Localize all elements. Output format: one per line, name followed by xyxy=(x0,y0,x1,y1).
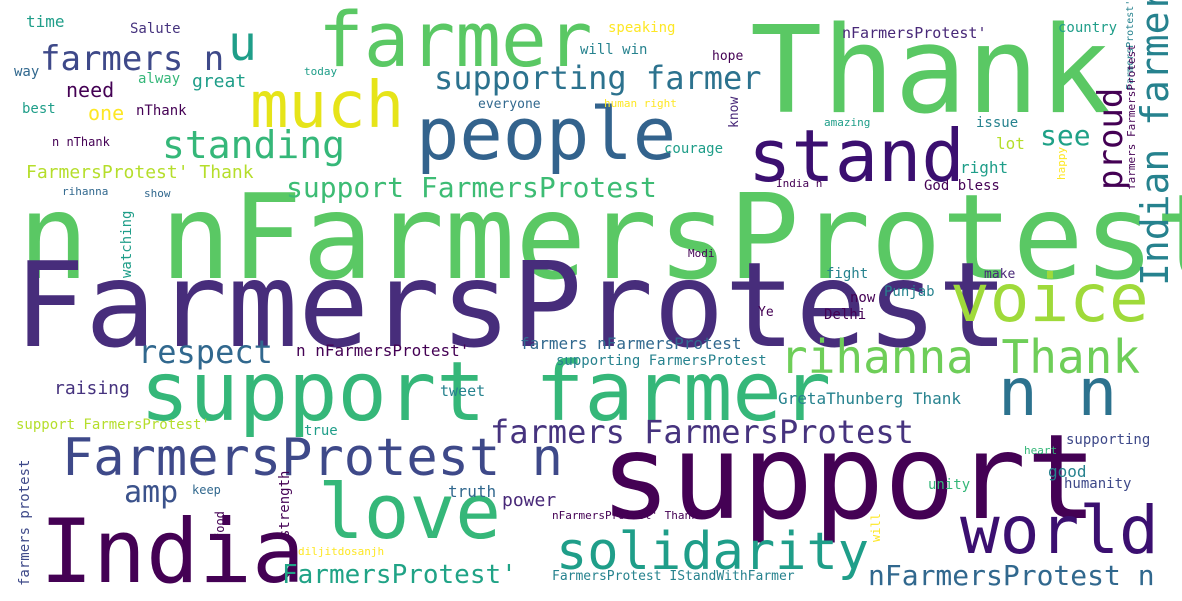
word-supporting-farmer: supporting farmer xyxy=(434,59,762,97)
word-will: will xyxy=(869,513,883,542)
word-modi: Modi xyxy=(688,247,715,260)
word-make: make xyxy=(984,267,1016,282)
word-good: good xyxy=(1048,462,1087,481)
word-one: one xyxy=(88,101,125,125)
word-diljitdosanjh: diljitdosanjh xyxy=(298,545,385,558)
word-farmersprotest: FarmersProtest xyxy=(14,236,1009,374)
word-will-win: will win xyxy=(580,42,648,58)
word-true: true xyxy=(304,423,338,439)
word-watching: watching xyxy=(119,210,135,278)
word-support-farmersprotest-quote: support FarmersProtest' xyxy=(16,417,210,433)
word-keep: keep xyxy=(192,483,221,497)
word-stand: stand xyxy=(748,114,965,198)
word-today: today xyxy=(304,65,338,78)
word-farmersprotest-istandwithfarmer: FarmersProtest IStandWithFarmer xyxy=(552,569,795,584)
word-happy: happy xyxy=(1055,146,1068,180)
word-farmer: farmer xyxy=(318,0,593,84)
word-strength: strength xyxy=(277,470,293,538)
word-rihanna: rihanna xyxy=(62,185,109,198)
word-n-nthank: n nThank xyxy=(52,135,110,149)
word-know: know xyxy=(727,96,742,128)
word-everyone: everyone xyxy=(478,97,541,112)
word-farmersprotest-thank: FarmersProtest' Thank xyxy=(26,162,254,183)
word-nthank: nThank xyxy=(136,103,187,119)
word-truth: truth xyxy=(448,482,497,501)
word-n-n: n n xyxy=(998,354,1118,431)
word-show: show xyxy=(144,187,171,200)
word-farmers-farmersprotest: farmers FarmersProtest xyxy=(490,413,914,451)
word-thank: Thank xyxy=(750,2,1112,141)
word-now: now xyxy=(850,290,876,306)
word-nfarmersprotest-quote-thank: nFarmersProtest' Thank xyxy=(552,509,698,522)
word-power: power xyxy=(502,490,557,511)
word-need: need xyxy=(66,78,115,102)
word-support: support xyxy=(600,408,1098,546)
word-lot: lot xyxy=(996,134,1025,153)
word-nfarmersprotest-quote: nFarmersProtest' xyxy=(842,24,987,42)
word-alway: alway xyxy=(138,71,181,87)
word-issue: issue xyxy=(976,115,1019,131)
word-voice: voice xyxy=(950,260,1149,337)
word-world: world xyxy=(960,492,1159,569)
word-country: country xyxy=(1058,20,1118,36)
word-humanity: humanity xyxy=(1064,476,1132,492)
word-support-farmersprotest: support FarmersProtest xyxy=(286,171,657,204)
word-tweet: tweet xyxy=(440,382,486,400)
word-respect: respect xyxy=(138,333,273,371)
word-food: food xyxy=(213,511,227,540)
word-people: people xyxy=(416,92,677,176)
word-right: right xyxy=(960,158,1009,177)
word-n-nfarmersprotest: n nFarmersProtest xyxy=(18,168,1182,306)
word-amazing: amazing xyxy=(824,116,871,129)
word-punjab: Punjab xyxy=(884,284,935,300)
word-farmers-farmersprotest-small: farmers FarmersProtest xyxy=(1125,44,1138,190)
word-supporting-farmersprotest: supporting FarmersProtest xyxy=(556,353,767,369)
word-u: u xyxy=(228,16,257,72)
word-time: time xyxy=(26,12,65,31)
word-amp: amp xyxy=(124,475,179,510)
word-farmers-n: farmers n xyxy=(40,39,225,79)
word-speaking: speaking xyxy=(608,20,676,36)
word-see: see xyxy=(1040,119,1091,152)
word-ye: Ye xyxy=(758,305,774,320)
word-fight: fight xyxy=(826,266,869,282)
word-courage: courage xyxy=(664,141,724,157)
word-nfarmersprotest-n: nFarmersProtest n xyxy=(868,559,1155,592)
word-god-bless: God bless xyxy=(924,178,1000,194)
word-farmers-protest: farmers protest xyxy=(17,459,33,586)
word-supporting: supporting xyxy=(1066,432,1151,448)
word-rihanna-thank: rihanna Thank xyxy=(780,330,1141,384)
word-farmers-nfarmersprotest: farmers nFarmersProtest xyxy=(520,334,742,353)
word-raising: raising xyxy=(54,378,130,399)
word-solidarity: solidarity xyxy=(556,522,870,582)
word-heart: heart xyxy=(1024,444,1058,457)
word-india-n: India n xyxy=(776,177,823,190)
word-love: love xyxy=(318,467,502,556)
word-hope: hope xyxy=(712,49,744,64)
word-salute: Salute xyxy=(130,21,181,37)
word-india: India xyxy=(40,500,305,601)
word-much: much xyxy=(250,69,405,143)
word-proud: proud xyxy=(1091,87,1131,190)
word-farmersprotest-n: FarmersProtest n xyxy=(62,428,563,488)
word-great: great xyxy=(192,71,247,92)
word-human-right: human right xyxy=(604,97,677,110)
word-standing: standing xyxy=(162,123,346,167)
word-way: way xyxy=(14,64,40,80)
word-delhi: Delhi xyxy=(824,307,867,323)
word-best: best xyxy=(22,101,56,117)
word-farmersprotest-quote: FarmersProtest' xyxy=(282,560,517,590)
word-n-nfarmersprotest-quote: n nFarmersProtest' xyxy=(296,341,470,360)
word-unity: unity xyxy=(928,477,971,493)
word-indian-farmer: Indian farmer xyxy=(1133,0,1177,286)
word-support-farmer: support farmer xyxy=(140,345,832,440)
word-gretathunberg-thank: GretaThunberg Thank xyxy=(778,389,962,408)
